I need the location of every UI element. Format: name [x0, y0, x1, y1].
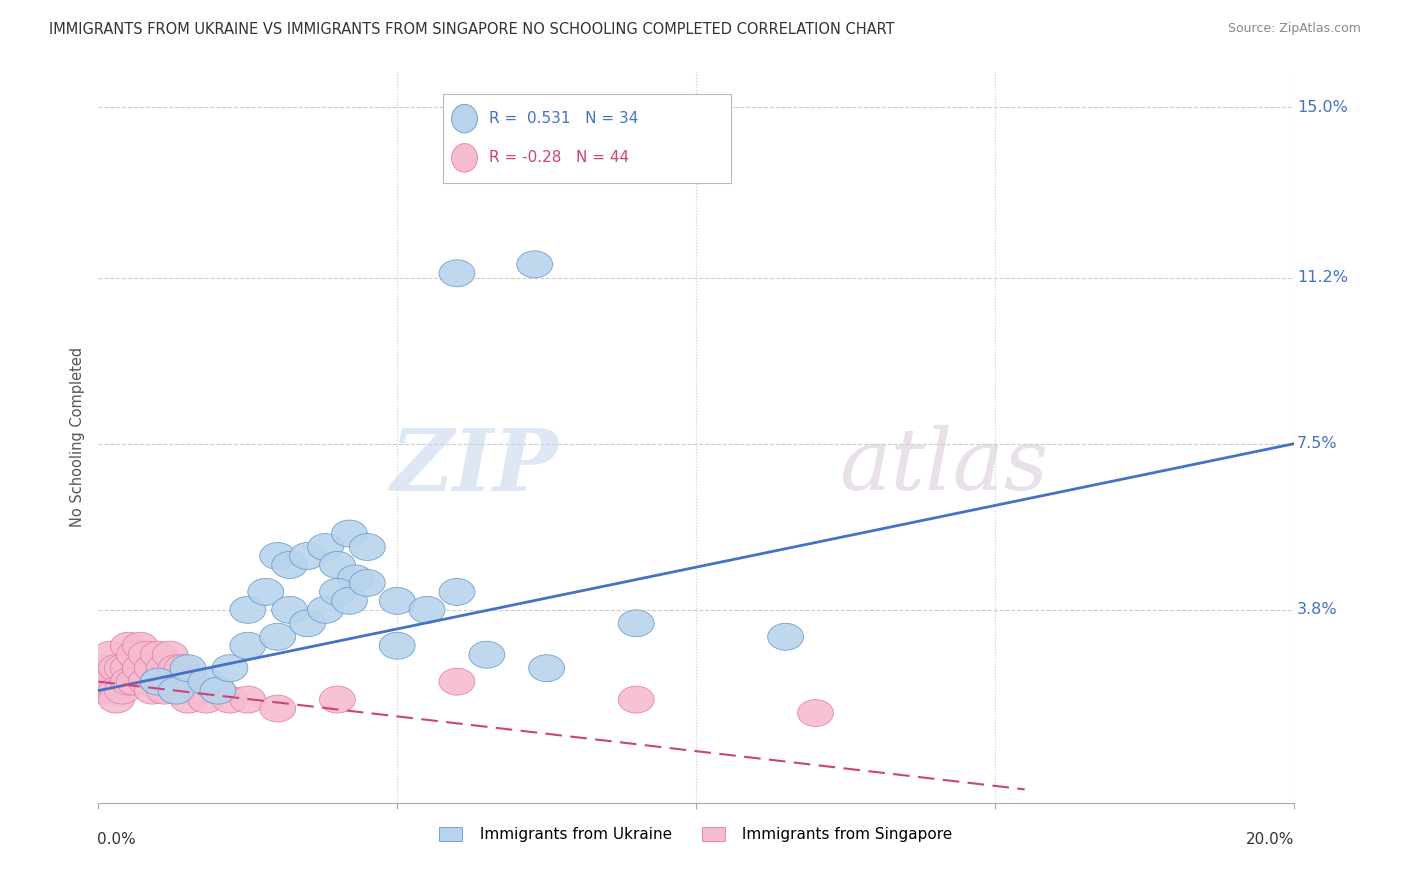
Ellipse shape [529, 655, 565, 681]
Ellipse shape [135, 677, 170, 704]
Ellipse shape [135, 655, 170, 681]
Y-axis label: No Schooling Completed: No Schooling Completed [70, 347, 86, 527]
Ellipse shape [212, 655, 247, 681]
Text: 3.8%: 3.8% [1298, 602, 1337, 617]
Ellipse shape [380, 588, 415, 615]
Ellipse shape [165, 655, 200, 681]
Text: atlas: atlas [839, 425, 1049, 508]
Text: ZIP: ZIP [391, 425, 558, 508]
Ellipse shape [439, 578, 475, 606]
Ellipse shape [128, 641, 165, 668]
Ellipse shape [619, 610, 654, 637]
Ellipse shape [350, 533, 385, 560]
Ellipse shape [159, 655, 194, 681]
Text: R =  0.531   N = 34: R = 0.531 N = 34 [489, 112, 638, 126]
Ellipse shape [247, 578, 284, 606]
Ellipse shape [319, 578, 356, 606]
Ellipse shape [350, 569, 385, 597]
Ellipse shape [470, 641, 505, 668]
Ellipse shape [110, 655, 146, 681]
Ellipse shape [104, 655, 141, 681]
Ellipse shape [451, 104, 478, 133]
Ellipse shape [319, 686, 356, 713]
Text: IMMIGRANTS FROM UKRAINE VS IMMIGRANTS FROM SINGAPORE NO SCHOOLING COMPLETED CORR: IMMIGRANTS FROM UKRAINE VS IMMIGRANTS FR… [49, 22, 894, 37]
Ellipse shape [200, 677, 236, 704]
Ellipse shape [231, 632, 266, 659]
Ellipse shape [176, 668, 212, 695]
Ellipse shape [768, 624, 804, 650]
Text: R = -0.28   N = 44: R = -0.28 N = 44 [489, 151, 628, 165]
Ellipse shape [122, 655, 159, 681]
Ellipse shape [98, 677, 135, 704]
Ellipse shape [165, 677, 200, 704]
Ellipse shape [159, 677, 194, 704]
Ellipse shape [188, 686, 224, 713]
Ellipse shape [451, 144, 478, 172]
Ellipse shape [337, 565, 374, 592]
Ellipse shape [212, 686, 247, 713]
Ellipse shape [170, 668, 207, 695]
Text: 0.0%: 0.0% [97, 832, 136, 847]
Ellipse shape [271, 597, 308, 624]
Ellipse shape [200, 677, 236, 704]
Ellipse shape [409, 597, 446, 624]
Ellipse shape [319, 551, 356, 578]
Text: Source: ZipAtlas.com: Source: ZipAtlas.com [1227, 22, 1361, 36]
Ellipse shape [110, 632, 146, 659]
Ellipse shape [80, 668, 117, 695]
Ellipse shape [141, 668, 176, 695]
Ellipse shape [98, 686, 135, 713]
Ellipse shape [152, 641, 188, 668]
Ellipse shape [188, 668, 224, 695]
Text: 11.2%: 11.2% [1298, 270, 1348, 285]
Ellipse shape [128, 668, 165, 695]
Ellipse shape [308, 533, 343, 560]
Ellipse shape [231, 597, 266, 624]
Ellipse shape [260, 695, 295, 722]
Ellipse shape [183, 677, 218, 704]
Ellipse shape [170, 655, 207, 681]
Ellipse shape [170, 686, 207, 713]
Ellipse shape [146, 677, 183, 704]
Ellipse shape [146, 655, 183, 681]
Ellipse shape [117, 641, 152, 668]
Ellipse shape [439, 668, 475, 695]
Ellipse shape [260, 624, 295, 650]
Ellipse shape [104, 677, 141, 704]
Text: 20.0%: 20.0% [1246, 832, 1295, 847]
Ellipse shape [308, 597, 343, 624]
Ellipse shape [380, 632, 415, 659]
Ellipse shape [93, 641, 128, 668]
Ellipse shape [332, 520, 367, 547]
Ellipse shape [87, 677, 122, 704]
Text: 15.0%: 15.0% [1298, 100, 1348, 115]
Ellipse shape [231, 686, 266, 713]
Ellipse shape [290, 610, 326, 637]
Text: 7.5%: 7.5% [1298, 436, 1337, 451]
Ellipse shape [110, 668, 146, 695]
Ellipse shape [141, 668, 176, 695]
Ellipse shape [122, 632, 159, 659]
Ellipse shape [332, 588, 367, 615]
Ellipse shape [87, 655, 122, 681]
Legend:  Immigrants from Ukraine,  Immigrants from Singapore: Immigrants from Ukraine, Immigrants from… [432, 820, 960, 850]
Ellipse shape [517, 251, 553, 277]
Ellipse shape [260, 542, 295, 569]
Ellipse shape [98, 655, 135, 681]
Ellipse shape [152, 668, 188, 695]
Ellipse shape [271, 551, 308, 578]
Ellipse shape [619, 686, 654, 713]
Ellipse shape [159, 677, 194, 704]
Ellipse shape [93, 668, 128, 695]
Ellipse shape [797, 699, 834, 726]
Ellipse shape [117, 668, 152, 695]
Ellipse shape [141, 641, 176, 668]
Ellipse shape [290, 542, 326, 569]
Ellipse shape [439, 260, 475, 286]
